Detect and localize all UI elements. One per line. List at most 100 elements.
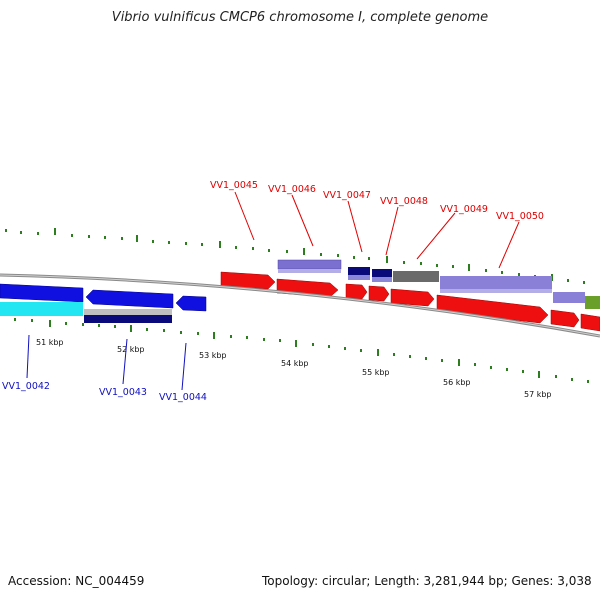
backbone <box>0 273 600 338</box>
leader-line <box>416 212 456 260</box>
tick-mark <box>268 249 270 252</box>
tick-mark <box>65 322 67 325</box>
gene-feature[interactable] <box>220 271 276 290</box>
gene-label[interactable]: VV1_0046 <box>268 184 316 195</box>
gene-feature[interactable] <box>0 283 84 303</box>
gene-label[interactable]: VV1_0043 <box>99 387 147 398</box>
tick-mark <box>425 357 427 360</box>
leader-line <box>498 221 520 269</box>
tick-mark <box>98 324 100 327</box>
gene-feature[interactable] <box>0 302 83 316</box>
gene-label[interactable]: VV1_0050 <box>496 211 544 222</box>
tick-mark <box>571 378 573 381</box>
tick-mark <box>213 332 215 339</box>
tick-mark <box>490 366 492 369</box>
gene-feature[interactable] <box>84 309 172 315</box>
gene-label[interactable]: VV1_0049 <box>440 204 488 215</box>
tick-mark <box>587 380 589 383</box>
gene-feature[interactable] <box>440 276 552 289</box>
forward-gene-labels: VV1_0045 VV1_0046 VV1_0047 VV1_0048 VV1_… <box>210 180 544 222</box>
tick-mark <box>436 264 438 267</box>
gene-label[interactable]: VV1_0044 <box>159 392 207 403</box>
forward-strand-genes <box>220 259 600 332</box>
gene-feature[interactable] <box>550 309 580 328</box>
tick-mark <box>114 325 116 328</box>
tick-mark <box>20 231 22 234</box>
gene-feature[interactable] <box>393 271 439 282</box>
tick-mark <box>263 338 265 341</box>
tick-mark <box>518 273 520 276</box>
tick-mark <box>14 318 16 321</box>
tick-mark <box>185 242 187 245</box>
tick-mark <box>197 332 199 335</box>
gene-label[interactable]: VV1_0047 <box>323 190 371 201</box>
tick-mark <box>409 355 411 358</box>
tick-mark <box>377 349 379 356</box>
tick-mark <box>136 235 138 242</box>
gene-label[interactable]: VV1_0045 <box>210 180 258 191</box>
tick-mark <box>180 331 182 334</box>
gene-label[interactable]: VV1_0048 <box>380 196 428 207</box>
gene-feature[interactable] <box>368 285 390 302</box>
tick-mark <box>54 228 56 235</box>
tick-mark <box>538 371 540 378</box>
tick-mark <box>279 339 281 342</box>
tick-mark <box>49 320 51 327</box>
gene-feature[interactable] <box>440 289 552 293</box>
gene-feature[interactable] <box>390 288 435 307</box>
gene-feature[interactable] <box>553 292 585 303</box>
kbp-label: 57 kbp <box>524 390 552 399</box>
leader-line <box>181 342 187 391</box>
tick-mark <box>344 347 346 350</box>
gene-feature[interactable] <box>348 267 370 275</box>
tick-mark <box>337 254 339 257</box>
tick-mark <box>555 375 557 378</box>
tick-mark <box>71 234 73 237</box>
kbp-label: 53 kbp <box>199 351 227 360</box>
gene-feature[interactable] <box>585 296 600 309</box>
tick-mark <box>393 353 395 356</box>
tick-mark <box>146 328 148 331</box>
gene-feature[interactable] <box>436 294 549 324</box>
tick-mark <box>130 325 132 332</box>
gene-feature[interactable] <box>345 283 368 300</box>
tick-mark <box>474 363 476 366</box>
tick-mark <box>303 248 305 255</box>
tick-mark <box>201 243 203 246</box>
map-title: Vibrio vulnificus CMCP6 chromosome I, co… <box>111 10 489 25</box>
gene-feature[interactable] <box>175 295 207 312</box>
tick-mark <box>468 264 470 271</box>
reverse-gene-labels: VV1_0042 VV1_0043 VV1_0044 <box>2 381 207 403</box>
gene-feature[interactable] <box>372 269 392 277</box>
outer-tick-row <box>5 228 585 284</box>
leader-line <box>234 191 255 241</box>
reverse-strand-genes <box>0 283 207 323</box>
kbp-label: 56 kbp <box>443 378 471 387</box>
gene-label[interactable]: VV1_0042 <box>2 381 50 392</box>
gene-feature[interactable] <box>85 289 174 309</box>
leader-line <box>385 206 399 256</box>
tick-mark <box>506 368 508 371</box>
gene-feature[interactable] <box>278 269 341 273</box>
leader-line <box>347 200 363 253</box>
tick-mark <box>567 279 569 282</box>
leader-line <box>122 338 128 385</box>
tick-mark <box>104 236 106 239</box>
tick-mark <box>121 237 123 240</box>
tick-mark <box>219 241 221 248</box>
gene-feature[interactable] <box>84 315 172 323</box>
tick-mark <box>353 256 355 259</box>
tick-mark <box>360 349 362 352</box>
tick-mark <box>163 329 165 332</box>
tick-mark <box>295 340 297 347</box>
gene-feature[interactable] <box>580 313 600 332</box>
tick-mark <box>386 256 388 263</box>
tick-mark <box>501 271 503 274</box>
tick-mark <box>420 262 422 265</box>
kbp-labels: 51 kbp 52 kbp 53 kbp 54 kbp 55 kbp 56 kb… <box>36 338 552 399</box>
gene-feature[interactable] <box>348 275 370 280</box>
gene-feature[interactable] <box>277 259 342 270</box>
gene-feature[interactable] <box>372 277 392 282</box>
